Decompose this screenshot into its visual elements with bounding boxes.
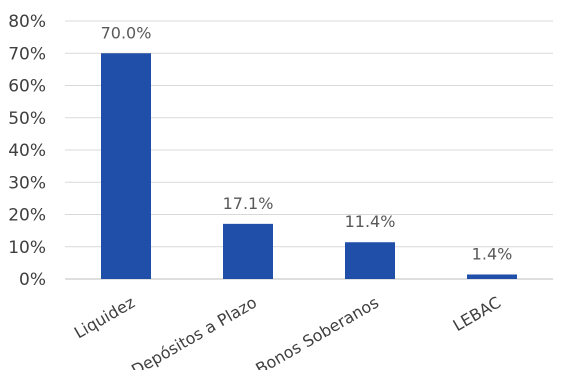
y-tick-label: 80%	[8, 12, 46, 32]
category-label: LEBAC	[450, 293, 504, 335]
y-tick-label: 60%	[8, 77, 46, 97]
bar	[101, 53, 151, 279]
data-label: 17.1%	[223, 194, 274, 213]
bars	[101, 53, 517, 279]
bar	[467, 274, 517, 279]
data-label: 70.0%	[101, 23, 152, 42]
y-tick-label: 40%	[8, 141, 46, 161]
y-tick-label: 10%	[8, 238, 46, 258]
category-label: Bonos Soberanos	[252, 293, 382, 370]
y-tick-label: 50%	[8, 109, 46, 129]
data-label: 11.4%	[345, 212, 396, 231]
bar	[345, 242, 395, 279]
y-tick-label: 20%	[8, 206, 46, 226]
category-label: Liquidez	[71, 293, 138, 343]
y-tick-label: 0%	[19, 270, 46, 290]
category-label: Depósitos a Plazo	[128, 293, 260, 370]
bar	[223, 223, 273, 279]
y-tick-label: 70%	[8, 44, 46, 64]
data-labels: 70.0% 17.1% 11.4% 1.4%	[101, 23, 513, 263]
y-tick-label: 30%	[8, 173, 46, 193]
y-axis-ticks: 0% 10% 20% 30% 40% 50% 60% 70% 80%	[8, 12, 46, 290]
data-label: 1.4%	[472, 244, 513, 263]
